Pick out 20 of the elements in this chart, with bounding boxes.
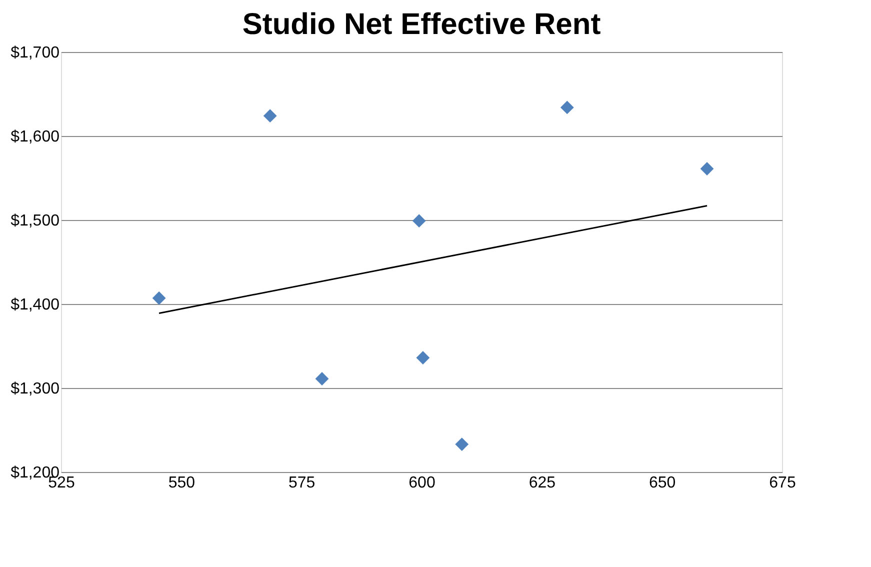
point (560, 100, 574, 114)
point (412, 214, 426, 228)
y-tick-label: $1,700 (10, 44, 60, 62)
point (263, 109, 277, 123)
point (152, 291, 166, 305)
point (416, 351, 430, 364)
x-tick-label: 600 (408, 474, 436, 492)
x-tick-label: 625 (528, 474, 556, 492)
x-tick-label: 575 (288, 474, 316, 492)
x-tick-label: 550 (168, 474, 196, 492)
point (700, 162, 714, 176)
x-tick-label: 650 (648, 474, 676, 492)
point (315, 372, 329, 386)
point (455, 438, 469, 451)
chart-title: Studio Net Effective Rent (242, 8, 601, 41)
x-tick-label: 675 (769, 474, 796, 492)
y-tick-label: $1,300 (10, 380, 60, 398)
y-tick-label: $1,400 (10, 296, 60, 314)
y-tick-label: $1,500 (10, 212, 60, 230)
y-tick-label: $1,600 (10, 128, 60, 146)
